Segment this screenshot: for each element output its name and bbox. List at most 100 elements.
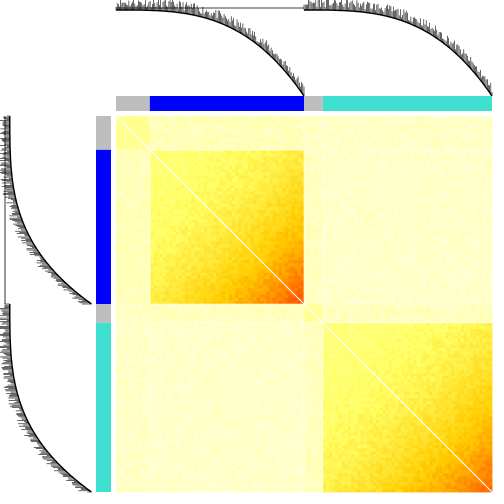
heatmap-cell	[322, 150, 327, 154]
heatmap-cell	[172, 184, 176, 189]
heatmap-cell	[188, 200, 192, 205]
heatmap-cell	[191, 188, 195, 192]
heatmap-cell	[482, 166, 487, 170]
heatmap-cell	[304, 156, 308, 161]
heatmap-cell	[454, 225, 458, 230]
heatmap-cell	[366, 131, 371, 136]
heatmap-cell	[156, 197, 161, 201]
heatmap-cell	[247, 200, 252, 205]
heatmap-cell	[300, 184, 305, 189]
heatmap-cell	[184, 225, 189, 230]
heatmap-cell	[166, 144, 170, 148]
heatmap-cell	[313, 131, 317, 136]
heatmap-cell	[394, 191, 399, 195]
heatmap-cell	[228, 141, 233, 145]
heatmap-cell	[338, 166, 342, 170]
heatmap-cell	[394, 163, 399, 167]
heatmap-cell	[360, 153, 364, 158]
heatmap-cell	[357, 200, 361, 205]
heatmap-cell	[454, 197, 458, 201]
heatmap-cell	[354, 137, 358, 142]
heatmap-cell	[338, 213, 342, 217]
heatmap-cell	[429, 184, 433, 189]
heatmap-cell	[247, 125, 252, 129]
heatmap-cell	[316, 150, 321, 154]
heatmap-cell	[241, 197, 245, 201]
heatmap-cell	[363, 175, 368, 180]
heatmap-cell	[235, 134, 239, 139]
heatmap-cell	[363, 203, 368, 208]
heatmap-cell	[300, 188, 305, 192]
heatmap-cell	[379, 131, 383, 136]
heatmap-cell	[285, 200, 289, 205]
heatmap-cell	[122, 213, 126, 217]
heatmap-cell	[445, 116, 449, 120]
heatmap-cell	[288, 156, 292, 161]
heatmap-cell	[445, 166, 449, 170]
heatmap-cell	[435, 169, 440, 173]
heatmap-cell	[313, 116, 317, 120]
heatmap-cell	[322, 137, 327, 142]
heatmap-cell	[184, 210, 189, 214]
heatmap-cell	[197, 210, 201, 214]
heatmap-cell	[137, 144, 142, 148]
heatmap-cell	[275, 150, 280, 154]
heatmap-cell	[238, 184, 242, 189]
heatmap-cell	[285, 184, 289, 189]
heatmap-cell	[379, 128, 383, 133]
heatmap-cell	[213, 216, 217, 220]
heatmap-cell	[175, 216, 180, 220]
heatmap-cell	[448, 159, 452, 164]
heatmap-cell	[391, 144, 396, 148]
heatmap-cell	[413, 203, 418, 208]
heatmap-cell	[282, 144, 286, 148]
heatmap-cell	[260, 150, 264, 154]
heatmap-cell	[313, 184, 317, 189]
heatmap-cell	[263, 134, 267, 139]
heatmap-cell	[366, 144, 371, 148]
heatmap-cell	[360, 222, 364, 227]
heatmap-cell	[206, 225, 211, 230]
heatmap-cell	[297, 122, 302, 126]
heatmap-cell	[235, 216, 239, 220]
heatmap-cell	[288, 184, 292, 189]
heatmap-cell	[194, 156, 198, 161]
heatmap-cell	[288, 131, 292, 136]
heatmap-cell	[479, 150, 483, 154]
heatmap-cell	[134, 169, 139, 173]
heatmap-cell	[385, 141, 389, 145]
heatmap-cell	[316, 219, 321, 223]
heatmap-cell	[466, 159, 471, 164]
heatmap-cell	[366, 175, 371, 180]
heatmap-cell	[181, 150, 186, 154]
heatmap-cell	[445, 122, 449, 126]
heatmap-cell	[307, 191, 311, 195]
heatmap-cell	[119, 222, 123, 227]
heatmap-cell	[338, 147, 342, 151]
heatmap-cell	[294, 128, 299, 133]
heatmap-cell	[385, 213, 389, 217]
heatmap-cell	[269, 137, 274, 142]
heatmap-cell	[401, 178, 405, 183]
heatmap-cell	[460, 144, 465, 148]
heatmap-cell	[354, 147, 358, 151]
heatmap-cell	[219, 222, 223, 227]
heatmap-cell	[269, 172, 274, 176]
heatmap-cell	[451, 119, 455, 123]
heatmap-cell	[169, 197, 173, 201]
heatmap-cell	[347, 128, 352, 133]
heatmap-cell	[260, 216, 264, 220]
heatmap-cell	[210, 188, 214, 192]
heatmap-cell	[351, 137, 355, 142]
heatmap-cell	[354, 169, 358, 173]
heatmap-cell	[322, 144, 327, 148]
heatmap-cell	[297, 125, 302, 129]
heatmap-cell	[169, 144, 173, 148]
heatmap-cell	[206, 194, 211, 198]
heatmap-cell	[445, 131, 449, 136]
heatmap-cell	[445, 175, 449, 180]
heatmap-cell	[282, 175, 286, 180]
heatmap-cell	[319, 169, 324, 173]
heatmap-cell	[363, 137, 368, 142]
heatmap-cell	[131, 128, 136, 133]
